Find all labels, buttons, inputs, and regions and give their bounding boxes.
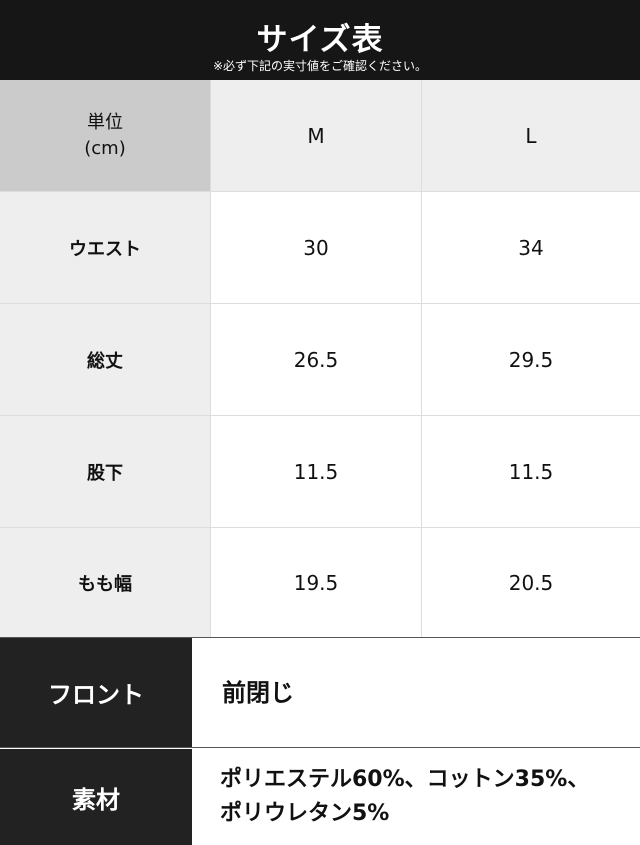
table-row: 股下 11.5 11.5 <box>0 416 640 528</box>
size-header-l: L <box>422 80 640 191</box>
page-subtitle: ※必ず下記の実寸値をご確認ください。 <box>212 59 428 73</box>
table-row: もも幅 19.5 20.5 <box>0 528 640 638</box>
spec-value: 前閉じ <box>222 678 294 707</box>
size-chart-header: サイズ表 ※必ず下記の実寸値をご確認ください。 <box>0 0 640 80</box>
spec-label: フロント <box>0 638 192 747</box>
row-label: もも幅 <box>0 528 211 637</box>
spec-row-front: フロント 前閉じ <box>0 638 640 748</box>
cell-l: 11.5 <box>508 459 554 484</box>
spec-label: 素材 <box>0 749 192 845</box>
cell-l: 20.5 <box>508 570 554 595</box>
size-header-m: M <box>211 80 422 191</box>
size-table: 単位 (cm) M L ウエスト 30 34 総丈 26.5 29.5 股下 11… <box>0 80 640 638</box>
row-label: 総丈 <box>0 304 211 415</box>
material-line-1: ポリエステル60%、コットン35%、 <box>220 767 590 792</box>
unit-header: 単位 (cm) <box>0 80 211 191</box>
spec-value: ポリエステル60%、コットン35%、 ポリウレタン5% <box>192 749 640 845</box>
cell-m: 19.5 <box>211 528 422 637</box>
spec-row-material: 素材 ポリエステル60%、コットン35%、 ポリウレタン5% <box>0 749 640 845</box>
material-line-2: ポリウレタン5% <box>220 801 390 826</box>
cell-m: 26.5 <box>211 304 422 415</box>
row-label: 股下 <box>0 416 211 527</box>
table-header-row: 単位 (cm) M L <box>0 80 640 192</box>
table-row: ウエスト 30 34 <box>0 192 640 304</box>
row-label: ウエスト <box>0 192 211 303</box>
cell-l: 29.5 <box>508 347 554 372</box>
cell-m: 30 <box>211 192 422 303</box>
page-title: サイズ表 <box>256 22 384 58</box>
cell-l: 34 <box>518 235 544 260</box>
table-row: 総丈 26.5 29.5 <box>0 304 640 416</box>
unit-label: 単位 <box>86 111 123 133</box>
cell-m: 11.5 <box>211 416 422 527</box>
unit-value: (cm) <box>84 137 126 159</box>
